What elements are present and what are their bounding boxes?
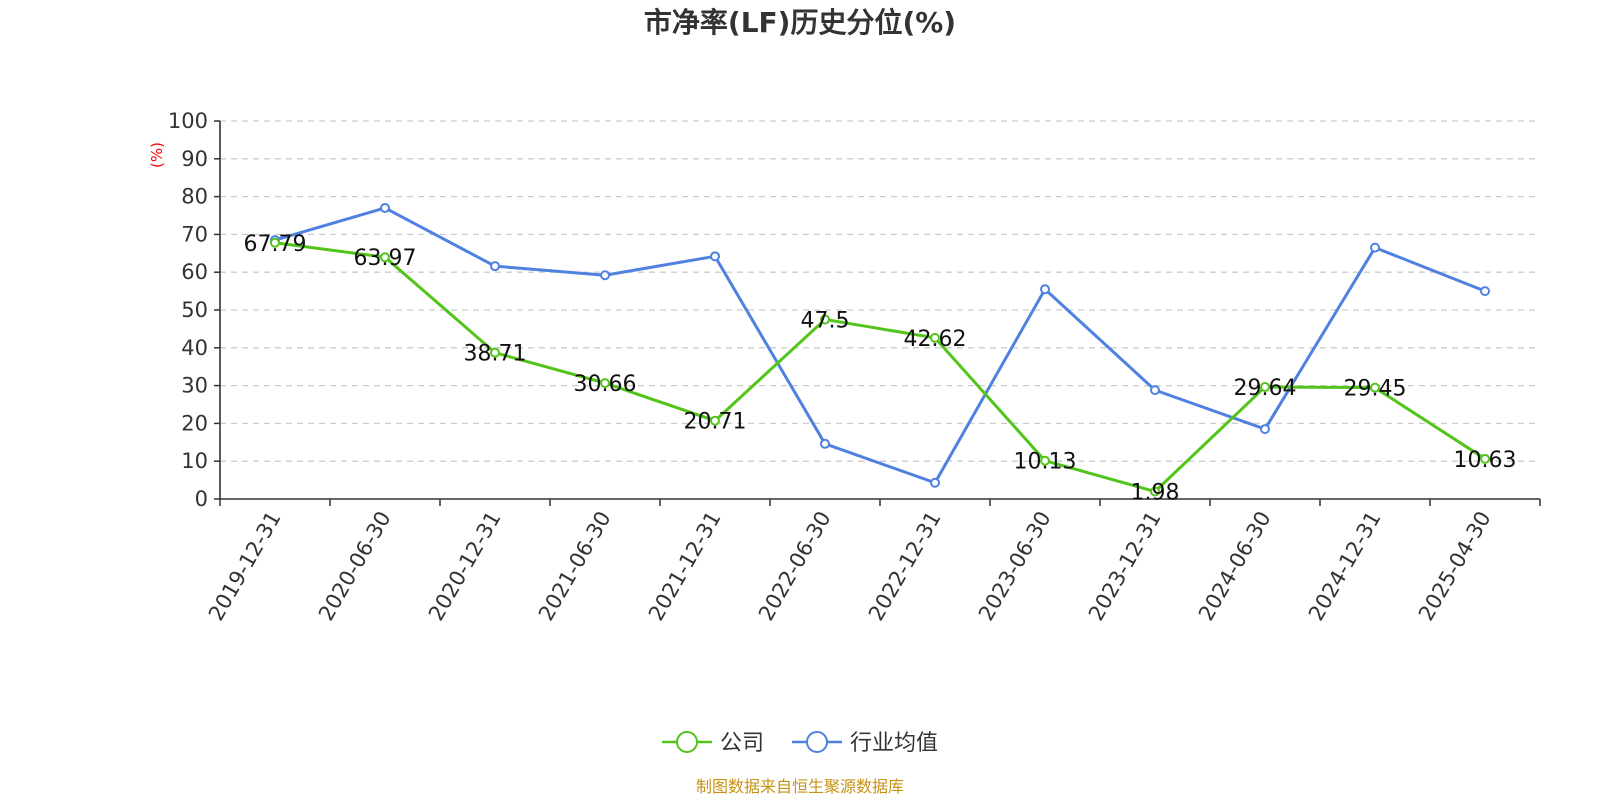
data-point[interactable]	[1040, 284, 1050, 295]
x-tick-label: 2024-12-31	[1304, 507, 1386, 625]
data-point[interactable]	[820, 314, 830, 325]
data-label: 67.79	[244, 232, 307, 257]
data-point[interactable]	[820, 438, 830, 449]
x-tick-label: 2025-04-30	[1414, 507, 1496, 625]
axes: 0 10 20 30 40 50 60 70 80 90 100 2019-12-31 2020-06-…	[168, 109, 1541, 625]
data-point[interactable]	[1370, 382, 1380, 393]
y-tick-label: 70	[181, 222, 208, 246]
data-point[interactable]	[1480, 286, 1490, 297]
data-point[interactable]	[600, 378, 610, 389]
data-label: 29.64	[1234, 376, 1297, 401]
data-point[interactable]	[490, 347, 500, 358]
grid-lines	[220, 120, 1540, 462]
data-label: 10.63	[1454, 448, 1517, 473]
legend[interactable]: 公司 行业均值	[662, 731, 938, 756]
data-point[interactable]	[1260, 381, 1270, 392]
data-point[interactable]	[380, 202, 390, 213]
data-point[interactable]	[930, 477, 940, 488]
data-point[interactable]	[930, 332, 940, 343]
x-tick-label: 2023-06-30	[974, 507, 1056, 625]
y-tick-label: 90	[181, 147, 208, 171]
data-source-note: 制图数据来自恒生聚源数据库	[696, 777, 904, 796]
chart-title: 市净率(LF)历史分位(%)	[644, 6, 956, 39]
data-label: 29.45	[1344, 377, 1407, 402]
x-tick-label: 2023-12-31	[1084, 507, 1166, 625]
y-tick-label: 10	[181, 449, 208, 473]
series-lines	[270, 202, 1490, 497]
x-tick-label: 2021-06-30	[534, 507, 616, 625]
data-label: 47.5	[801, 308, 850, 333]
legend-marker	[806, 731, 828, 753]
data-point[interactable]	[1150, 486, 1160, 497]
series-line	[274, 206, 1486, 485]
data-label: 63.97	[354, 246, 417, 271]
legend-label[interactable]: 公司	[720, 731, 764, 756]
y-tick-label: 100	[168, 109, 208, 133]
data-labels: 67.79 63.97 38.71 30.66 20.71 47.5 42.62 10.13 1…	[244, 232, 1517, 506]
data-point[interactable]	[1480, 453, 1490, 464]
y-tick-label: 20	[181, 411, 208, 435]
data-label: 38.71	[464, 342, 527, 367]
data-label: 1.98	[1131, 481, 1180, 506]
x-tick-label: 2021-12-31	[644, 507, 726, 625]
data-point[interactable]	[600, 270, 610, 281]
data-point[interactable]	[380, 252, 390, 263]
data-label: 20.71	[684, 410, 747, 435]
data-point[interactable]	[1370, 242, 1380, 253]
x-tick-label: 2024-06-30	[1194, 507, 1276, 625]
y-tick-label: 60	[181, 260, 208, 284]
legend-marker	[676, 731, 698, 753]
x-tick-label: 2022-06-30	[754, 507, 836, 625]
data-point[interactable]	[1040, 455, 1050, 466]
y-tick-label: 30	[181, 374, 208, 398]
data-label: 42.62	[904, 327, 967, 352]
x-tick-label: 2019-12-31	[204, 507, 286, 625]
x-tick-label: 2022-12-31	[864, 507, 946, 625]
series-line	[274, 241, 1486, 494]
data-point[interactable]	[1260, 424, 1270, 435]
x-tick-label: 2020-12-31	[424, 507, 506, 625]
y-axis-unit: (%)	[148, 142, 166, 168]
y-tick-label: 80	[181, 185, 208, 209]
y-tick-label: 0	[195, 487, 208, 511]
data-point[interactable]	[270, 237, 280, 248]
data-point[interactable]	[710, 415, 720, 426]
data-point[interactable]	[490, 261, 500, 272]
x-tick-label: 2020-06-30	[314, 507, 396, 625]
legend-label[interactable]: 行业均值	[850, 731, 938, 756]
data-point[interactable]	[710, 251, 720, 262]
y-tick-label: 40	[181, 336, 208, 360]
y-tick-label: 50	[181, 298, 208, 322]
data-point[interactable]	[1150, 385, 1160, 396]
data-label: 30.66	[574, 372, 637, 397]
data-label: 10.13	[1014, 450, 1077, 475]
